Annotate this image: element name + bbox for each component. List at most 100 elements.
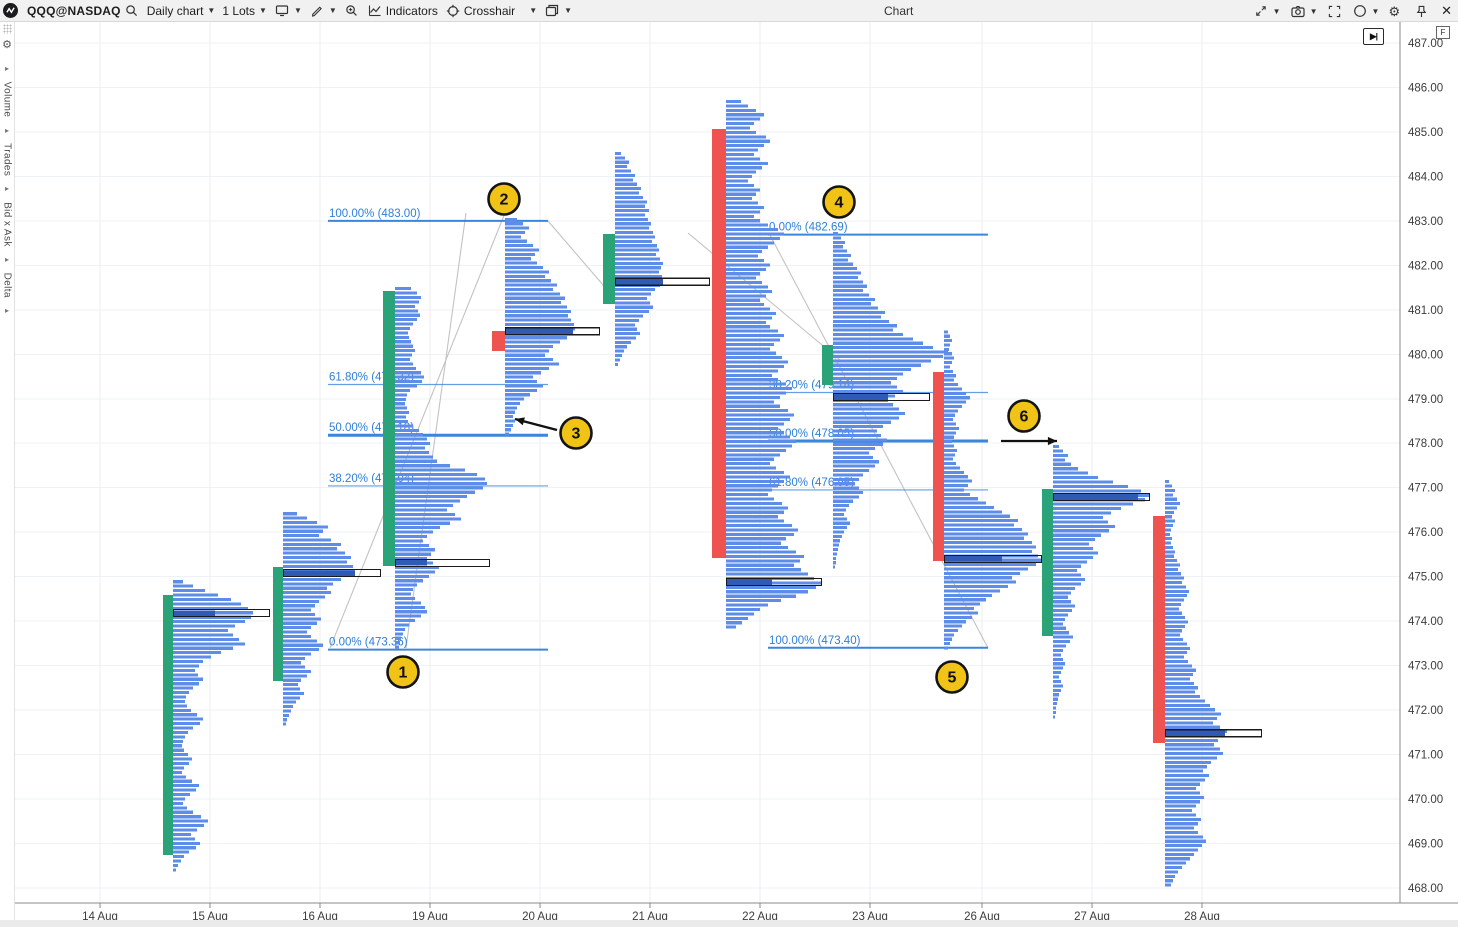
price-axis-label[interactable]: 477.00 [1408,483,1443,495]
volume-bar [1053,622,1063,626]
price-axis-label[interactable]: 473.00 [1408,661,1443,673]
volume-bar [833,473,863,477]
volume-bar [173,668,195,672]
price-axis-label[interactable]: 469.00 [1408,838,1443,850]
draw-tool-selector[interactable]: ▼ [309,3,337,19]
volume-bar [615,288,655,292]
volume-bar [944,642,950,646]
volume-bar [1165,874,1175,878]
sidebar-item-delta[interactable]: Delta [1,272,13,298]
crosshair-button[interactable]: Crosshair [445,3,515,19]
volume-bar [615,200,647,204]
quantity-selector[interactable]: 1 Lots ▼ [222,4,267,18]
settings-button[interactable]: ⚙ [1388,5,1400,18]
volume-bar [395,512,455,516]
price-axis-label[interactable]: 485.00 [1408,127,1443,139]
price-axis-label[interactable]: 484.00 [1408,171,1443,183]
shape-tool-selector[interactable]: ▼ [1352,3,1379,19]
number-badge[interactable] [1007,399,1041,433]
fib-level-label[interactable]: 100.00% (483.00) [329,208,421,220]
symbol-label[interactable]: QQQ@NASDAQ [27,3,121,18]
gear-icon[interactable]: ⚙ [2,39,12,51]
volume-bar [1053,520,1108,524]
volume-bar [726,422,784,426]
sidebar-item-trades[interactable]: Trades [1,143,13,177]
sidebar-item-volume[interactable]: Volume [1,81,13,118]
number-badge[interactable] [935,660,969,694]
volume-bar [1165,795,1204,799]
volume-bar [1165,756,1217,760]
volume-bar [944,361,952,365]
number-badge[interactable] [487,182,521,216]
search-icon[interactable] [124,3,140,19]
number-badge[interactable] [822,185,856,219]
volume-bar [726,462,770,466]
volume-bar [1165,510,1174,514]
price-axis-label[interactable]: 471.00 [1408,750,1443,762]
fib-level-label[interactable]: 0.00% (482.69) [769,222,848,234]
number-badge[interactable] [386,655,420,689]
volume-bar [833,556,836,560]
volume-bar [615,358,620,362]
price-axis-label[interactable]: 476.00 [1408,527,1443,539]
pin-window-button[interactable] [1413,3,1429,19]
expand-arrow-icon[interactable]: ▸ [2,64,12,74]
price-axis-label[interactable]: 475.00 [1408,572,1443,584]
collapse-window-button[interactable]: ▼ [1253,3,1281,19]
app-logo-icon[interactable] [3,3,18,18]
price-axis-label[interactable]: 468.00 [1408,883,1443,895]
fib-level-label[interactable]: 50.00% (478.05) [769,428,854,440]
volume-bar [1053,586,1075,590]
zoom-in-button[interactable] [344,3,360,19]
volume-bar [833,534,842,538]
volume-bar [726,466,776,470]
volume-bar [833,552,837,556]
fib-level-label[interactable]: 61.80% (476.95) [769,477,854,489]
price-axis-label[interactable]: 474.00 [1408,616,1443,628]
fib-level-label[interactable]: 100.00% (473.40) [769,635,861,647]
sidebar-item-bidxask[interactable]: Bid x Ask [1,202,13,247]
volume-bar [1165,857,1190,861]
volume-bar [1053,666,1063,670]
price-axis-label[interactable]: 486.00 [1408,82,1443,94]
display-mode-selector[interactable]: ▼ [274,3,302,19]
fast-nav-badge[interactable]: F [1436,26,1450,39]
volume-bar [505,375,533,379]
price-axis-label[interactable]: 487.00 [1408,38,1443,50]
price-axis-label[interactable]: 470.00 [1408,794,1443,806]
price-axis-label[interactable]: 478.00 [1408,438,1443,450]
price-axis-label[interactable]: 481.00 [1408,305,1443,317]
price-axis-label[interactable]: 482.00 [1408,260,1443,272]
volume-profile-day [492,217,575,436]
volume-bar [726,356,782,360]
go-to-latest-button[interactable]: ▶| [1363,28,1384,45]
expand-arrow-icon[interactable]: ▸ [2,306,12,316]
number-badge[interactable] [559,416,593,450]
expand-arrow-icon[interactable]: ▸ [2,184,12,194]
volume-bar [1165,567,1178,571]
indicators-button[interactable]: Indicators [367,3,438,19]
volume-bar [173,624,235,628]
volume-bar [1165,594,1187,598]
expand-arrow-icon[interactable]: ▸ [2,125,12,135]
price-axis-label[interactable]: 480.00 [1408,349,1443,361]
tool-options-dropdown[interactable]: ▼ [528,6,537,15]
volume-bar [944,589,1000,593]
expand-arrow-icon[interactable]: ▸ [2,255,12,265]
close-window-button[interactable]: ✕ [1441,3,1452,19]
price-axis-label[interactable]: 472.00 [1408,705,1443,717]
screenshot-button[interactable]: ▼ [1290,3,1318,19]
drag-handle-icon[interactable] [2,24,12,34]
fib-level-label[interactable]: 50.00% (478.18) [329,422,414,434]
volume-bar [1053,582,1081,586]
price-axis-label[interactable]: 483.00 [1408,216,1443,228]
price-axis-label[interactable]: 479.00 [1408,394,1443,406]
chart-canvas[interactable]: 100.00% (483.00)61.80% (479.32)50.00% (4… [0,22,1458,927]
volume-bar [726,161,768,165]
timeframe-selector[interactable]: Daily chart ▼ [147,4,216,18]
panels-selector[interactable]: ▼ [544,3,572,19]
expand-icon [1327,3,1343,19]
fib-level-label[interactable]: 0.00% (473.36) [329,637,408,649]
fullscreen-button[interactable] [1327,3,1343,19]
volume-bar [726,568,801,572]
